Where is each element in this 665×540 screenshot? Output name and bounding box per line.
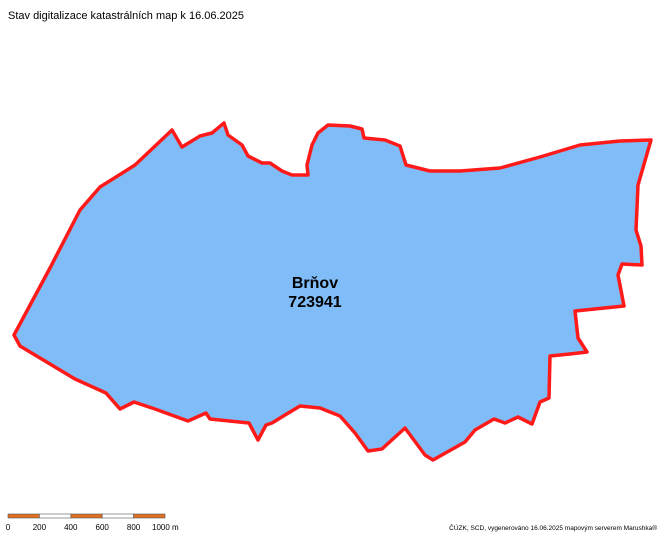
scale-label: 600	[96, 523, 110, 532]
scale-segment	[101, 513, 134, 519]
area-code: 723941	[288, 294, 341, 311]
scale-label: 1000 m	[152, 523, 179, 532]
scale-segment	[39, 513, 72, 519]
scale-label: 800	[127, 523, 141, 532]
credit: ČÚZK, SCD, vygenerováno 16.06.2025 mapov…	[449, 523, 657, 532]
map-title: Stav digitalizace katastrálních map k 16…	[8, 10, 244, 22]
scale-bar: 0 200 400 600 800 1000 m	[6, 513, 179, 532]
scale-segment	[7, 513, 40, 519]
scale-label: 200	[33, 523, 47, 532]
scale-segment	[70, 513, 103, 519]
scale-label: 0	[6, 523, 11, 532]
scale-segment	[133, 513, 166, 519]
cadastral-area	[12, 121, 653, 462]
area-name: Brňov	[292, 275, 338, 292]
scale-label: 400	[64, 523, 78, 532]
